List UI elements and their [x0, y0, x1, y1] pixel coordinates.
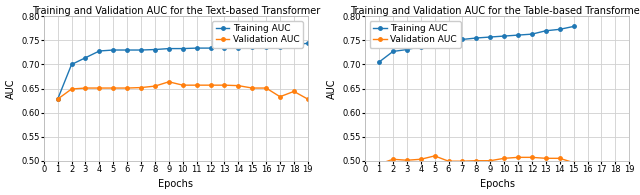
- Training AUC: [445, 40, 452, 42]
- Training AUC: [151, 48, 159, 51]
- Training AUC: [234, 46, 242, 49]
- Validation AUC: [193, 84, 200, 86]
- Training AUC: [109, 49, 117, 51]
- Training AUC: [486, 36, 494, 38]
- Training AUC: [375, 61, 383, 63]
- Line: Training AUC: Training AUC: [56, 42, 310, 101]
- Validation AUC: [95, 87, 103, 89]
- Training AUC: [500, 35, 508, 37]
- Training AUC: [542, 30, 550, 32]
- Legend: Training AUC, Validation AUC: Training AUC, Validation AUC: [370, 21, 461, 48]
- Training AUC: [276, 45, 284, 48]
- Validation AUC: [262, 87, 270, 89]
- Training AUC: [417, 45, 424, 48]
- Validation AUC: [417, 158, 424, 160]
- Training AUC: [528, 33, 536, 35]
- Title: Training and Validation AUC for the Table-based Transformer: Training and Validation AUC for the Tabl…: [350, 5, 640, 16]
- Validation AUC: [431, 155, 438, 157]
- Validation AUC: [68, 88, 76, 90]
- X-axis label: Epochs: Epochs: [158, 179, 193, 190]
- Training AUC: [207, 47, 214, 49]
- Training AUC: [165, 47, 173, 50]
- Title: Training and Validation AUC for the Text-based Transformer: Training and Validation AUC for the Text…: [31, 5, 320, 16]
- Validation AUC: [290, 90, 298, 93]
- Validation AUC: [304, 98, 312, 100]
- Training AUC: [95, 50, 103, 52]
- Training AUC: [124, 49, 131, 51]
- Training AUC: [459, 38, 467, 41]
- Training AUC: [221, 46, 228, 49]
- Validation AUC: [389, 158, 397, 160]
- Validation AUC: [445, 160, 452, 162]
- Validation AUC: [82, 87, 90, 89]
- Training AUC: [262, 46, 270, 48]
- Validation AUC: [179, 84, 187, 86]
- Validation AUC: [124, 87, 131, 89]
- Validation AUC: [137, 86, 145, 89]
- Validation AUC: [570, 161, 577, 164]
- Validation AUC: [403, 159, 411, 161]
- Line: Training AUC: Training AUC: [378, 25, 575, 64]
- Training AUC: [556, 28, 564, 30]
- Training AUC: [193, 47, 200, 49]
- Y-axis label: AUC: AUC: [327, 78, 337, 99]
- Validation AUC: [54, 98, 61, 100]
- Training AUC: [304, 42, 312, 44]
- Training AUC: [179, 47, 187, 50]
- Training AUC: [248, 46, 256, 48]
- Training AUC: [389, 50, 397, 53]
- Validation AUC: [486, 160, 494, 162]
- Validation AUC: [556, 157, 564, 160]
- Validation AUC: [514, 156, 522, 159]
- Validation AUC: [276, 96, 284, 98]
- Training AUC: [82, 57, 90, 59]
- Training AUC: [431, 40, 438, 42]
- Training AUC: [54, 98, 61, 100]
- Validation AUC: [151, 85, 159, 87]
- Validation AUC: [165, 81, 173, 83]
- Validation AUC: [528, 156, 536, 159]
- Validation AUC: [248, 87, 256, 89]
- Y-axis label: AUC: AUC: [6, 78, 15, 99]
- Validation AUC: [109, 87, 117, 89]
- Training AUC: [68, 63, 76, 66]
- Validation AUC: [542, 157, 550, 160]
- Validation AUC: [234, 84, 242, 87]
- Validation AUC: [472, 160, 480, 162]
- Line: Validation AUC: Validation AUC: [378, 154, 575, 166]
- Line: Validation AUC: Validation AUC: [56, 80, 310, 101]
- Validation AUC: [500, 157, 508, 160]
- Validation AUC: [459, 160, 467, 162]
- Legend: Training AUC, Validation AUC: Training AUC, Validation AUC: [212, 21, 303, 48]
- Training AUC: [472, 37, 480, 39]
- X-axis label: Epochs: Epochs: [480, 179, 515, 190]
- Validation AUC: [221, 84, 228, 86]
- Training AUC: [514, 34, 522, 36]
- Training AUC: [403, 48, 411, 51]
- Validation AUC: [207, 84, 214, 86]
- Training AUC: [137, 49, 145, 51]
- Training AUC: [290, 43, 298, 46]
- Training AUC: [570, 25, 577, 28]
- Validation AUC: [375, 163, 383, 165]
